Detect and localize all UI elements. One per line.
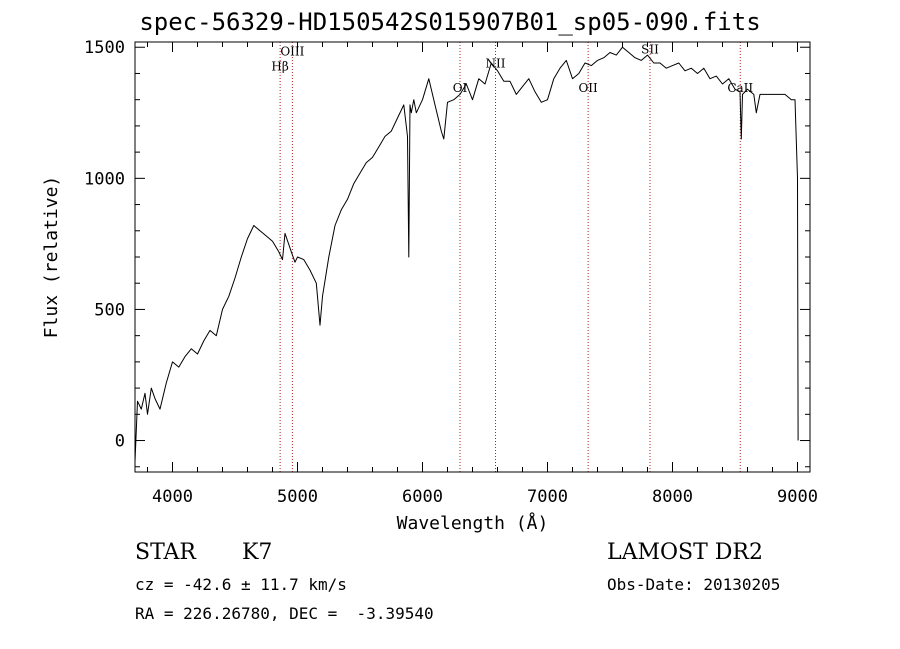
spectral-line-label: OI xyxy=(453,81,468,95)
spectral-line-label: NII xyxy=(486,57,506,71)
x-tick-label: 4000 xyxy=(152,487,193,507)
redshift-line: cz = -42.6 ± 11.7 km/s xyxy=(135,575,347,594)
object-class: STAR xyxy=(135,540,196,565)
y-tick-label: 0 xyxy=(115,432,125,452)
x-tick-label: 6000 xyxy=(402,487,443,507)
object-subclass: K7 xyxy=(242,540,273,565)
axis-ticks: 4000 5000 6000 7000 8000 9000 0 500 1000 1500 xyxy=(84,38,818,507)
y-tick-label: 500 xyxy=(94,300,125,320)
y-tick-label: 1500 xyxy=(84,38,125,58)
spectral-line-label: Hβ xyxy=(271,59,288,73)
obs-date-line: Obs-Date: 20130205 xyxy=(607,575,781,594)
survey-name: LAMOST DR2 xyxy=(607,540,763,565)
x-tick-label: 7000 xyxy=(527,487,568,507)
y-tick-label: 1000 xyxy=(84,169,125,189)
x-axis-label: Wavelength (Å) xyxy=(397,512,549,534)
spectrum-line xyxy=(134,46,799,462)
y-axis-label: Flux (relative) xyxy=(41,176,62,339)
spectral-line-label: OII xyxy=(578,81,598,95)
spectral-line-label: SII xyxy=(641,43,659,57)
spectral-line-label: OIII xyxy=(280,45,304,59)
spectrum-series xyxy=(134,46,799,462)
x-tick-label: 9000 xyxy=(777,487,818,507)
x-tick-label: 5000 xyxy=(277,487,318,507)
plot-frame xyxy=(134,41,811,473)
chart-title: spec-56329-HD150542S015907B01_sp05-090.f… xyxy=(139,8,761,36)
x-tick-label: 8000 xyxy=(652,487,693,507)
coordinates-line: RA = 226.26780, DEC = -3.39540 xyxy=(135,604,434,623)
spectral-line-label: CaII xyxy=(727,81,753,95)
